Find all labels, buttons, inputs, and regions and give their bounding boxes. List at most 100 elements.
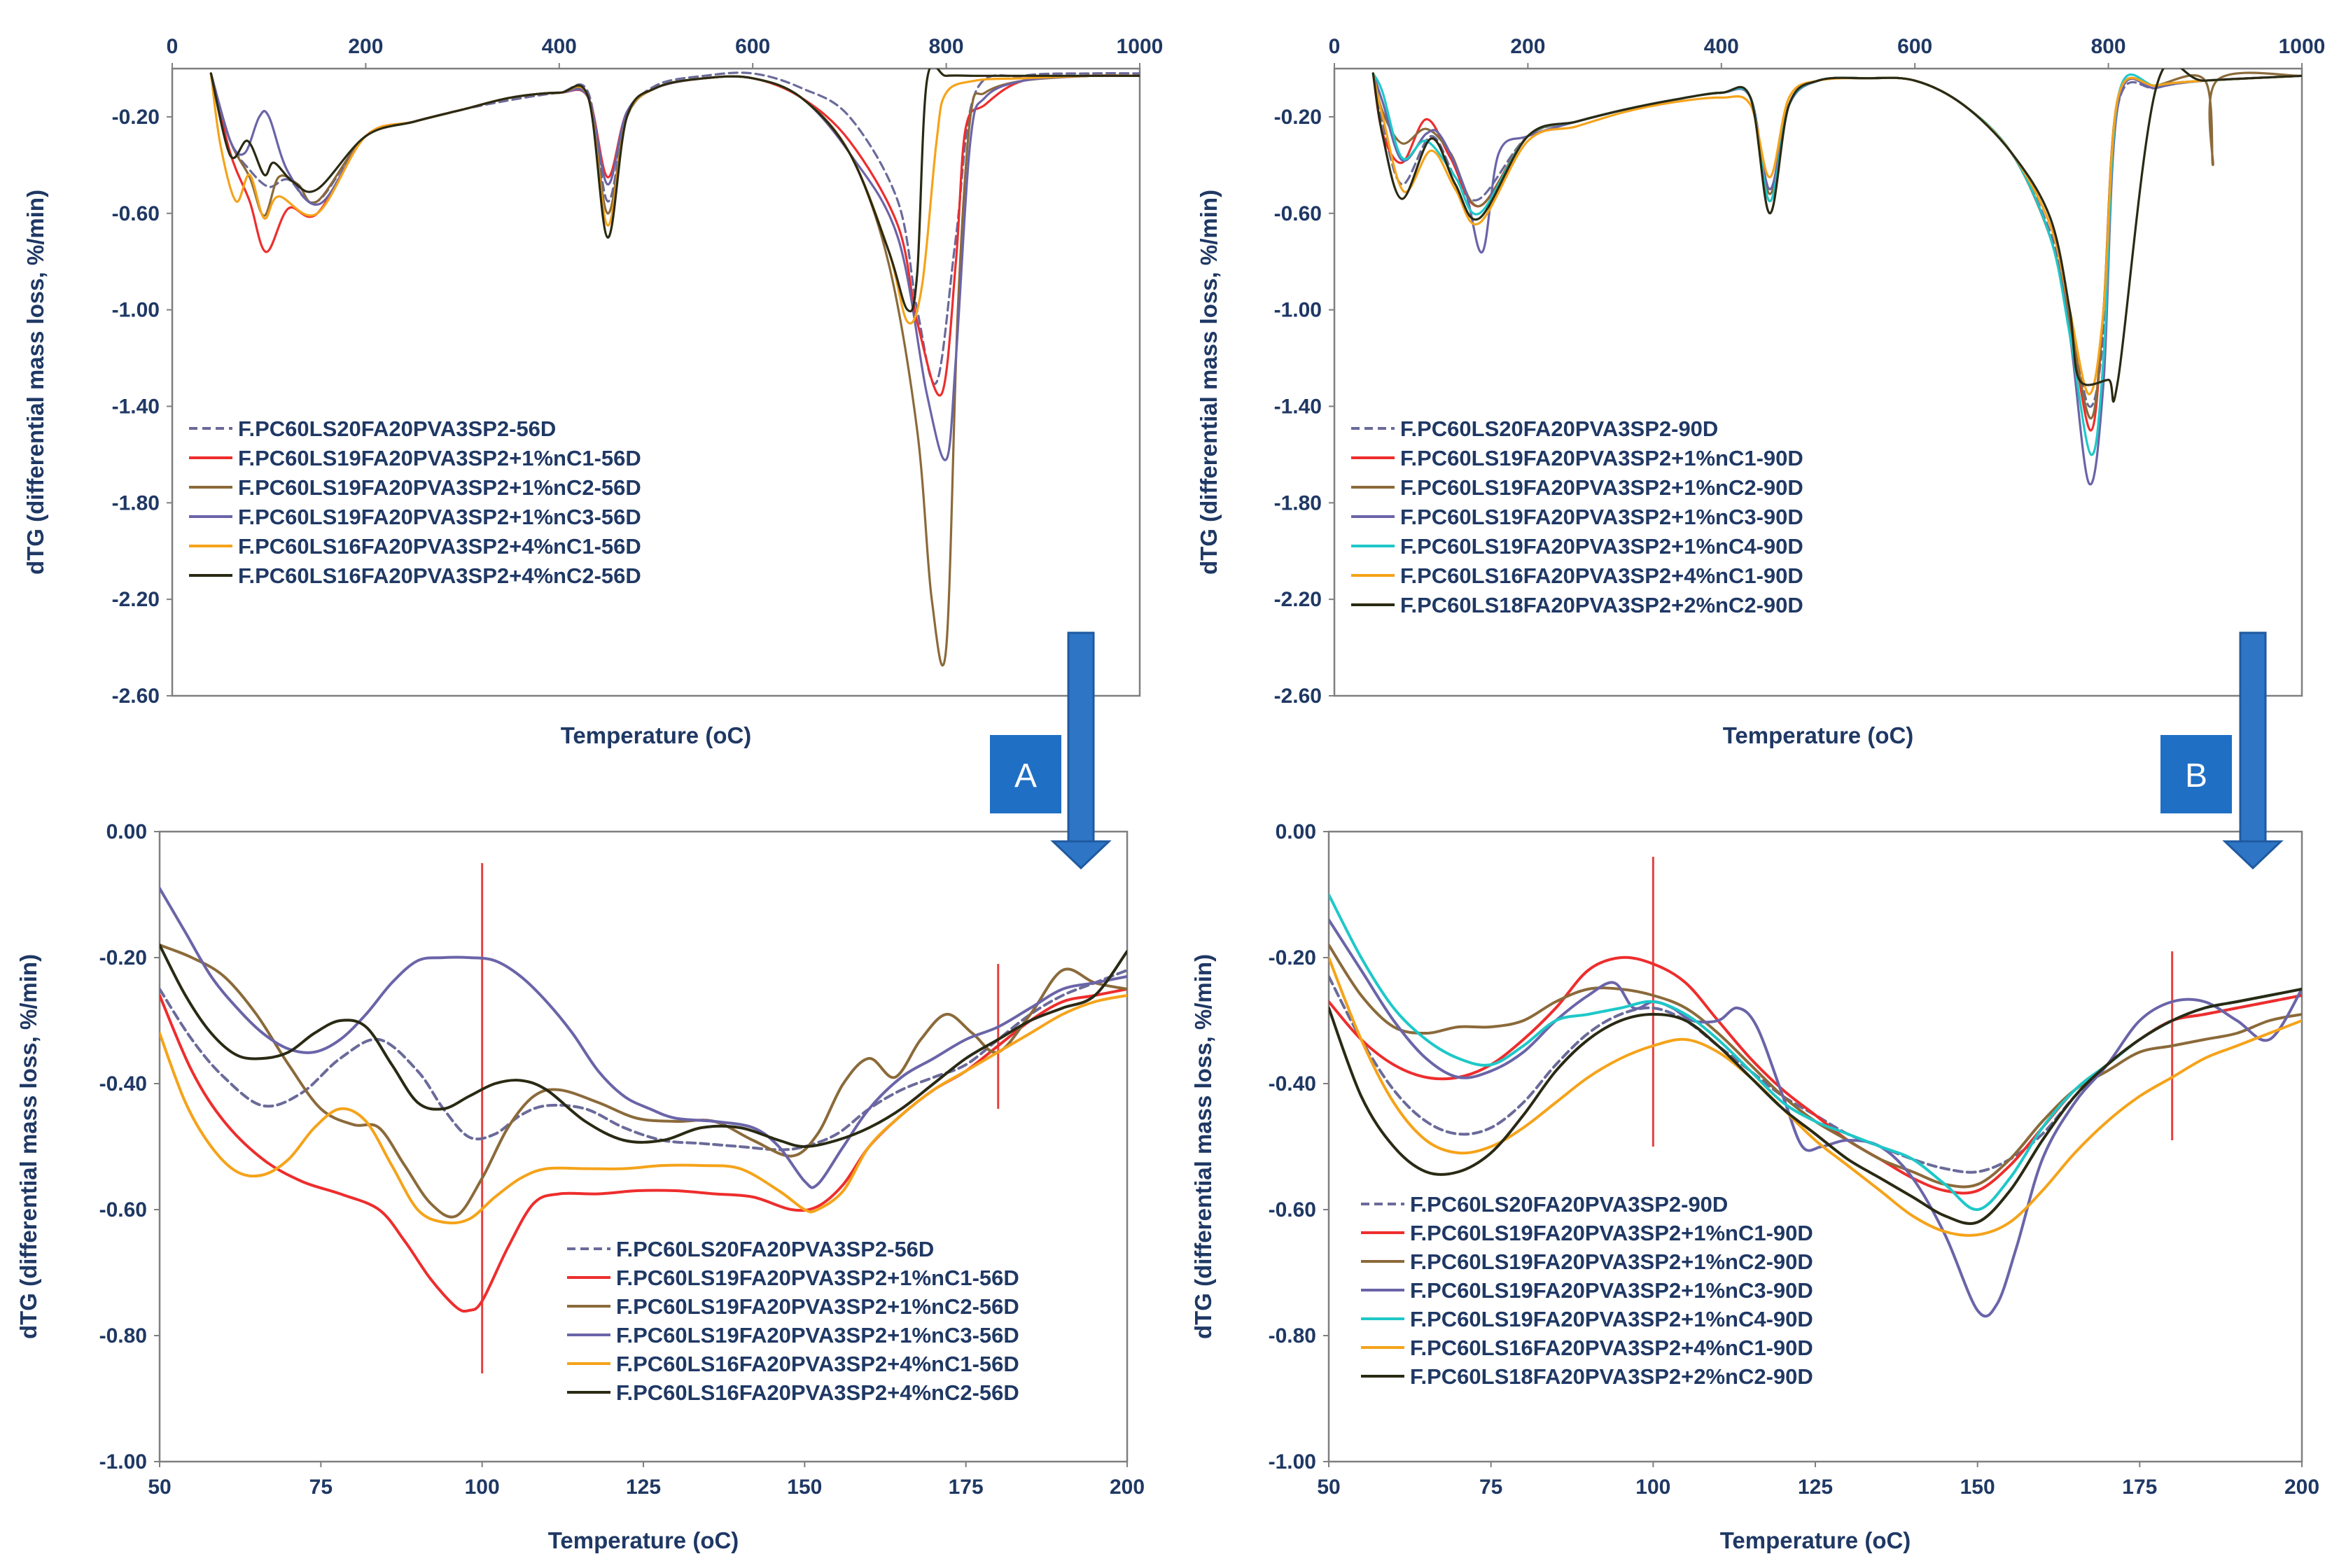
legend-label: F.PC60LS19FA20PVA3SP2+1%nC1-90D — [1400, 446, 1803, 470]
x-tick-label: 200 — [1110, 1476, 1145, 1499]
y-tick-label: -1.00 — [1274, 299, 1322, 322]
x-tick-label: 150 — [1960, 1476, 1995, 1499]
legend-label: F.PC60LS19FA20PVA3SP2+1%nC3-56D — [616, 1323, 1019, 1348]
y-axis-title: dTG (differential mass loss, %/min) — [22, 190, 48, 575]
y-tick-label: -1.80 — [1274, 491, 1322, 514]
series-layer — [209, 69, 1140, 667]
x-tick-label: 125 — [626, 1476, 661, 1499]
legend-label: F.PC60LS19FA20PVA3SP2+1%nC1-90D — [1410, 1221, 1813, 1245]
y-tick-label: 0.00 — [106, 820, 147, 844]
tick-layer: 50 75 100 125 150 175 200 0.00 -0.20 -0.40 -0.60 -0… — [99, 820, 1145, 1499]
marker-layer — [481, 863, 1000, 1373]
series-line — [1329, 988, 2302, 1225]
x-tick-label: 200 — [1510, 35, 1545, 58]
y-tick-label: -1.40 — [112, 395, 160, 418]
y-tick-label: -1.00 — [1269, 1450, 1316, 1474]
x-axis-title: Temperature (oC) — [1723, 722, 1914, 748]
plot-frame — [1333, 67, 2303, 697]
x-tick-label: 600 — [735, 35, 770, 58]
series-line — [160, 944, 1127, 1148]
series-line — [160, 887, 1127, 1189]
series-line — [1329, 956, 2302, 1237]
x-tick-label: 400 — [542, 35, 577, 58]
x-tick-label: 100 — [1635, 1476, 1670, 1499]
y-tick-label: -1.00 — [112, 299, 160, 322]
y-tick-label: -1.40 — [1274, 395, 1322, 418]
y-tick-label: -0.60 — [99, 1198, 147, 1222]
y-tick-label: -0.20 — [112, 106, 160, 129]
legend-label: F.PC60LS16FA20PVA3SP2+4%nC1-90D — [1400, 564, 1803, 588]
legend: F.PC60LS20FA20PVA3SP2-90D F.PC60LS19FA20P… — [1361, 1192, 1813, 1389]
legend-label: F.PC60LS19FA20PVA3SP2+1%nC1-56D — [616, 1266, 1019, 1290]
panel-bottom-left: 50 75 100 125 150 175 200 0.00 -0.20 -0.40 -0.60 -0… — [15, 820, 1145, 1553]
legend-label: F.PC60LS16FA20PVA3SP2+4%nC1-56D — [616, 1352, 1019, 1376]
x-tick-label: 125 — [1798, 1476, 1833, 1499]
plot-frame — [171, 67, 1141, 697]
legend-label: F.PC60LS19FA20PVA3SP2+1%nC2-90D — [1400, 475, 1803, 500]
y-tick-label: -2.60 — [1274, 685, 1322, 708]
y-tick-label: -0.40 — [1269, 1072, 1316, 1096]
y-tick-label: -0.20 — [99, 946, 147, 969]
x-tick-label: 175 — [2122, 1476, 2157, 1499]
badge-label: B — [2185, 757, 2207, 794]
arrow-shaft — [2239, 631, 2267, 843]
legend-label: F.PC60LS19FA20PVA3SP2+1%nC3-90D — [1400, 505, 1803, 529]
x-tick-label: 50 — [148, 1476, 171, 1499]
x-tick-label: 75 — [309, 1476, 333, 1499]
legend-label: F.PC60LS19FA20PVA3SP2+1%nC4-90D — [1400, 534, 1803, 559]
x-tick-label: 200 — [348, 35, 383, 58]
legend-label: F.PC60LS20FA20PVA3SP2-90D — [1400, 416, 1718, 441]
arrow-shaft — [1067, 631, 1095, 843]
y-tick-label: -1.80 — [112, 491, 160, 514]
y-tick-label: -1.00 — [99, 1450, 147, 1474]
y-tick-label: -0.60 — [112, 202, 160, 225]
panel-bottom-right: 50 75 100 125 150 175 200 0.00 -0.20 -0.40 -0.60 -0… — [1190, 820, 2319, 1553]
zoom-arrow-a — [1050, 631, 1112, 870]
badge-label: A — [1014, 757, 1037, 794]
legend-label: F.PC60LS20FA20PVA3SP2-90D — [1410, 1192, 1728, 1217]
series-line — [1371, 69, 2302, 403]
x-tick-label: 75 — [1479, 1476, 1502, 1499]
y-tick-label: -2.60 — [112, 685, 160, 708]
x-tick-label: 200 — [2284, 1476, 2319, 1499]
tick-layer: 0 200 400 600 800 1000 -0.20 -0.60 -1.00 -1.40 -1.… — [112, 35, 1164, 708]
x-axis-title: Temperature (oC) — [561, 722, 752, 748]
y-tick-label: -0.40 — [99, 1072, 147, 1096]
legend-label: F.PC60LS20FA20PVA3SP2-56D — [616, 1237, 934, 1261]
legend: F.PC60LS20FA20PVA3SP2-56D F.PC60LS19FA20P… — [567, 1237, 1019, 1405]
x-tick-label: 600 — [1897, 35, 1932, 58]
series-line — [160, 969, 1127, 1152]
x-tick-label: 1000 — [2279, 35, 2326, 58]
series-line — [160, 944, 1127, 1219]
legend-label: F.PC60LS20FA20PVA3SP2-56D — [238, 416, 556, 441]
arrow-head — [1050, 840, 1112, 870]
series-layer — [160, 887, 1127, 1313]
legend-label: F.PC60LS18FA20PVA3SP2+2%nC2-90D — [1410, 1364, 1813, 1389]
badge-b: B — [2160, 735, 2232, 813]
y-tick-label: 0.00 — [1276, 820, 1316, 844]
legend-label: F.PC60LS19FA20PVA3SP2+1%nC1-56D — [238, 446, 641, 470]
y-tick-label: -0.80 — [1269, 1324, 1316, 1348]
legend: F.PC60LS20FA20PVA3SP2-90D F.PC60LS19FA20P… — [1351, 416, 1803, 617]
x-tick-label: 175 — [949, 1476, 984, 1499]
x-axis-title: Temperature (oC) — [1720, 1527, 1911, 1553]
legend-label: F.PC60LS19FA20PVA3SP2+1%nC3-56D — [238, 505, 641, 529]
y-tick-label: -0.20 — [1269, 946, 1316, 969]
legend-label: F.PC60LS19FA20PVA3SP2+1%nC2-56D — [616, 1294, 1019, 1319]
y-tick-label: -0.60 — [1274, 202, 1322, 225]
panel-top-left: 0 200 400 600 800 1000 -0.20 -0.60 -1.00 -1.40 -1.… — [22, 35, 1163, 748]
legend-label: F.PC60LS16FA20PVA3SP2+4%nC1-56D — [238, 534, 641, 559]
tick-layer: 0 200 400 600 800 1000 -0.20 -0.60 -1.00 -1.40 -1.… — [1274, 35, 2326, 708]
series-line — [209, 69, 1140, 313]
legend-label: F.PC60LS16FA20PVA3SP2+4%nC2-56D — [616, 1380, 1019, 1405]
x-tick-label: 800 — [929, 35, 964, 58]
y-axis-title: dTG (differential mass loss, %/min) — [1190, 954, 1216, 1339]
series-line — [160, 994, 1127, 1225]
plot-frame — [158, 830, 1129, 1463]
arrow-head — [2222, 840, 2284, 870]
y-tick-label: -0.80 — [99, 1324, 147, 1348]
x-tick-label: 100 — [465, 1476, 500, 1499]
x-tick-label: 800 — [2091, 35, 2126, 58]
legend-label: F.PC60LS19FA20PVA3SP2+1%nC2-56D — [238, 475, 641, 500]
